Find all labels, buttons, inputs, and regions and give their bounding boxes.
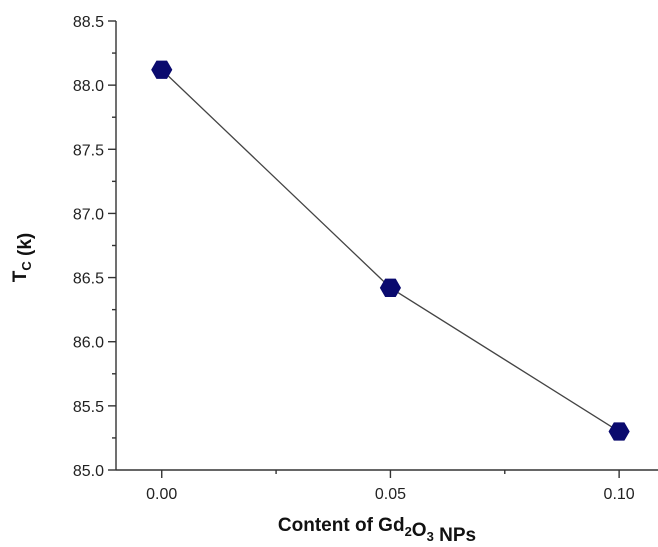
title-text: (k): [15, 233, 36, 262]
y-tick-label: 88.0: [73, 78, 104, 95]
y-tick-label: 87.5: [73, 142, 104, 159]
subscript: 2: [405, 524, 412, 539]
y-tick-label: 86.0: [73, 335, 104, 352]
title-text: NPs: [434, 525, 476, 546]
title-text: T: [10, 270, 31, 282]
title-text: Content of Gd: [278, 515, 405, 536]
y-axis: 85.0 85.5 86.0 86.5 87.0 87.5 88.0 88.5: [73, 14, 117, 480]
subscript: 3: [427, 529, 434, 544]
x-tick-label: 0.10: [604, 486, 635, 503]
x-axis-title: Content of Gd2O3 NPs: [278, 515, 476, 546]
y-tick-label: 86.5: [73, 271, 104, 288]
y-tick-label: 88.5: [73, 14, 104, 31]
title-text: O: [412, 520, 427, 541]
data-point: [379, 278, 402, 297]
x-tick-label: 0.00: [146, 486, 177, 503]
y-tick-label: 87.0: [73, 206, 104, 223]
plot-area: [116, 21, 658, 470]
data-point: [151, 60, 173, 79]
subscript: C: [19, 261, 34, 271]
y-axis-title: TC (k): [10, 233, 36, 283]
series-layer: [151, 60, 630, 441]
x-tick-label: 0.05: [375, 486, 406, 503]
x-axis: 0.00 0.05 0.10: [116, 469, 658, 503]
data-point: [608, 422, 630, 441]
y-tick-label: 85.0: [73, 463, 104, 480]
y-tick-label: 85.5: [73, 399, 104, 416]
